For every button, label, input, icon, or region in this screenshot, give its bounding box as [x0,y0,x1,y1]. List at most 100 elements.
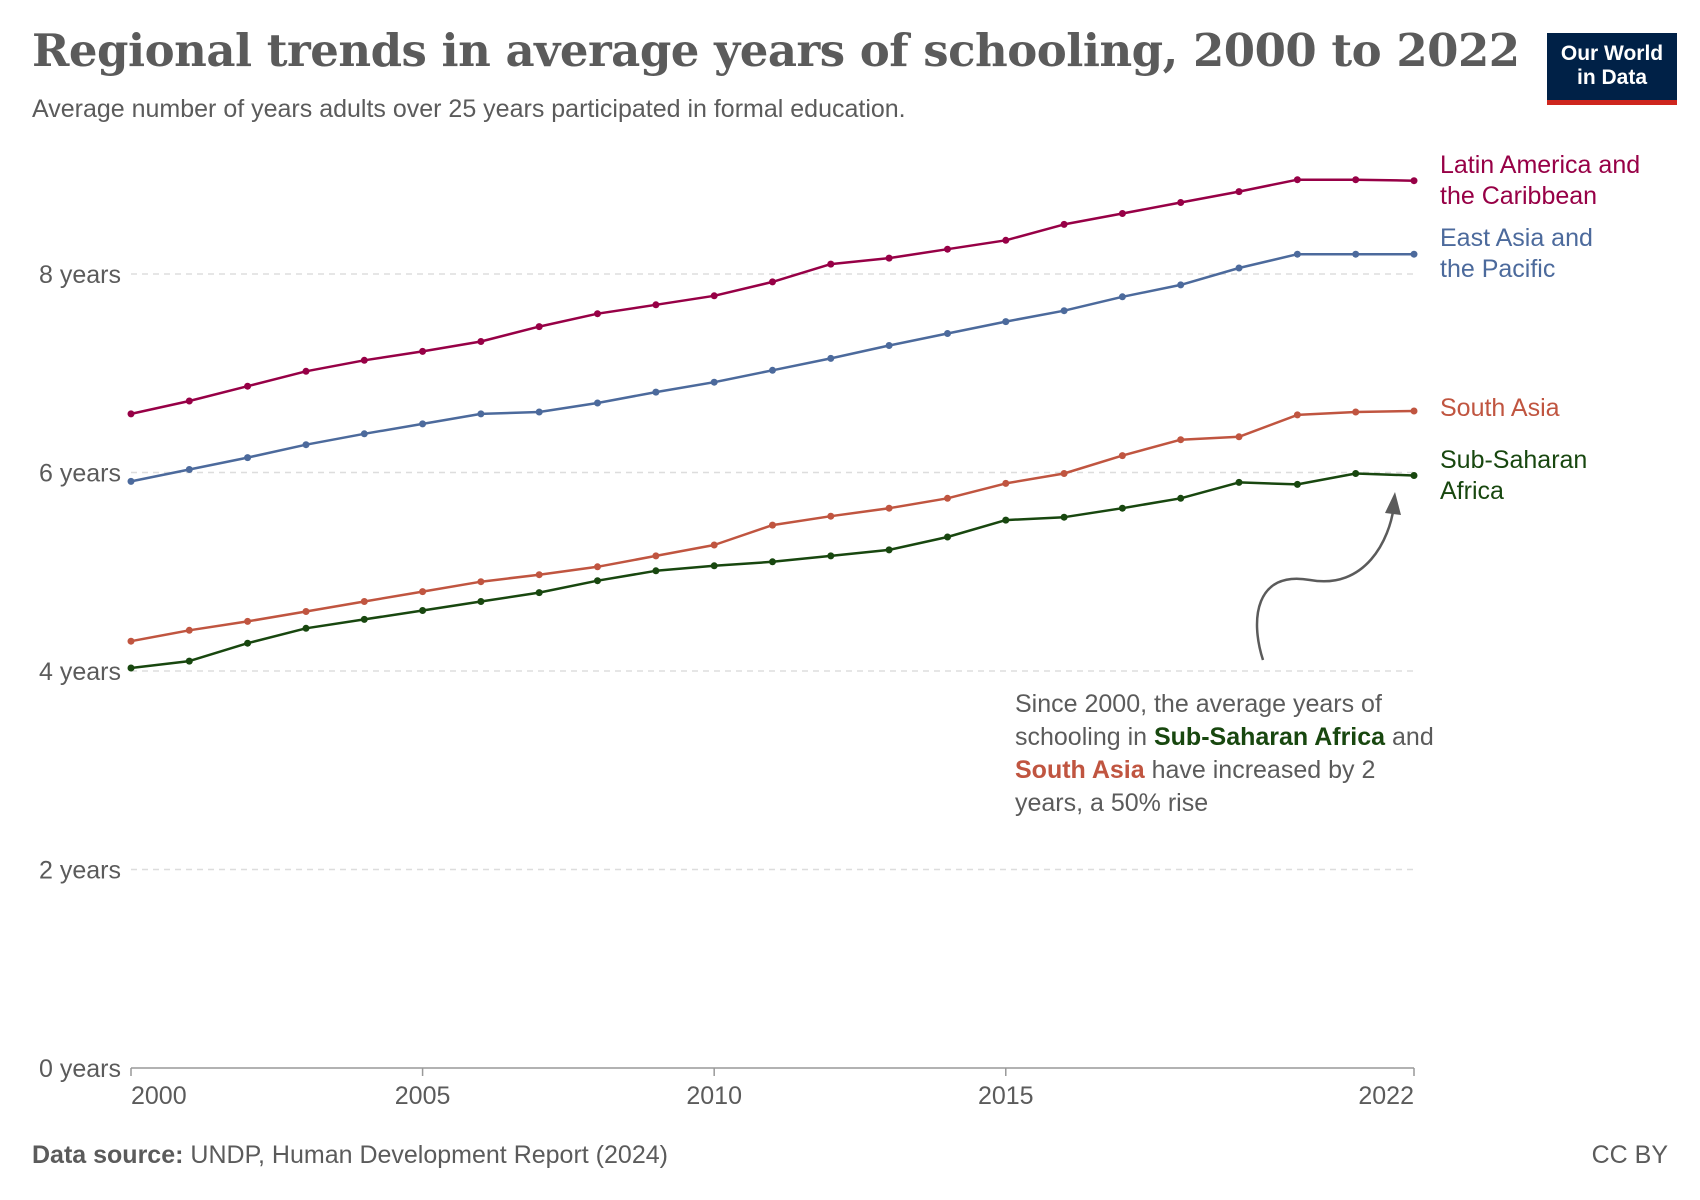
logo-line-2: in Data [1576,66,1647,89]
data-point-east-asia-and-the-pacific [535,408,543,416]
our-world-in-data-logo[interactable]: Our World in Data [1547,33,1677,105]
series-label-sub-saharan-africa[interactable]: Sub-Saharan Africa [1440,445,1690,507]
data-point-east-asia-and-the-pacific [244,454,252,462]
data-point-south-asia [1060,470,1068,477]
annotation-arrow-path [1255,504,1396,661]
data-point-latin-america-and-the-caribbean [1177,199,1185,206]
data-point-south-asia [1118,452,1126,460]
data-point-latin-america-and-the-caribbean [1060,220,1068,228]
series-label-east-asia-and-the-pacific[interactable]: East Asia and the Pacific [1440,223,1690,285]
data-point-east-asia-and-the-pacific [944,330,951,337]
data-point-latin-america-and-the-caribbean [710,292,718,300]
data-point-sub-saharan-africa [244,639,252,647]
x-tick-label: 2015 [978,1082,1034,1110]
data-point-south-asia [1177,436,1185,444]
series-line-sub-saharan-africa [130,472,1415,670]
license[interactable]: CC BY [1591,1141,1668,1169]
data-point-latin-america-and-the-caribbean [1352,176,1360,184]
series-label-line: South Asia [1440,394,1560,422]
data-point-south-asia [477,578,485,586]
data-point-latin-america-and-the-caribbean [827,260,835,268]
data-point-east-asia-and-the-pacific [1002,318,1010,326]
data-point-sub-saharan-africa [419,607,427,614]
data-point-south-asia [244,617,252,625]
series-line-latin-america-and-the-caribbean [130,178,1415,416]
data-source-text[interactable]: UNDP, Human Development Report (2024) [190,1141,668,1169]
data-point-south-asia [185,626,193,634]
data-point-sub-saharan-africa [360,615,368,623]
data-point-sub-saharan-africa [302,624,310,632]
data-point-sub-saharan-africa [1002,516,1010,524]
data-point-east-asia-and-the-pacific [710,378,718,386]
data-point-east-asia-and-the-pacific [1410,250,1418,258]
series-label-latin-america-and-the-caribbean[interactable]: Latin America and the Caribbean [1440,150,1690,212]
series-lines [127,176,1418,672]
data-point-sub-saharan-africa [827,552,835,560]
data-point-east-asia-and-the-pacific [885,342,893,349]
data-point-east-asia-and-the-pacific [185,466,193,473]
data-point-latin-america-and-the-caribbean [1410,177,1418,185]
data-point-east-asia-and-the-pacific [769,366,776,374]
data-point-south-asia [360,598,368,605]
data-point-south-asia [1293,411,1301,419]
series-label-line: East Asia and [1440,224,1593,252]
data-point-latin-america-and-the-caribbean [535,323,543,331]
data-point-south-asia [1352,408,1360,416]
data-point-sub-saharan-africa [769,558,776,566]
data-point-latin-america-and-the-caribbean [1002,236,1010,244]
data-point-east-asia-and-the-pacific [1060,307,1068,315]
annotation-text-2: and [1385,723,1434,751]
x-tick-label: 2000 [131,1082,187,1110]
data-point-south-asia [1002,479,1010,487]
data-point-latin-america-and-the-caribbean [1118,210,1126,217]
data-point-latin-america-and-the-caribbean [419,347,427,355]
data-point-latin-america-and-the-caribbean [769,278,776,286]
data-point-east-asia-and-the-pacific [419,420,427,428]
data-point-sub-saharan-africa [1235,478,1243,486]
data-point-east-asia-and-the-pacific [1177,281,1185,289]
data-point-sub-saharan-africa [1118,504,1126,512]
data-point-sub-saharan-africa [535,589,543,597]
x-tick-label: 2022 [1358,1082,1414,1110]
data-point-sub-saharan-africa [594,577,601,585]
data-point-east-asia-and-the-pacific [360,430,368,438]
data-point-east-asia-and-the-pacific [827,354,835,362]
data-point-east-asia-and-the-pacific [1352,250,1360,258]
data-point-sub-saharan-africa [710,562,718,570]
data-point-latin-america-and-the-caribbean [127,410,135,418]
data-point-latin-america-and-the-caribbean [477,338,485,345]
data-point-south-asia [127,637,135,645]
annotation-highlight-sub-saharan: Sub-Saharan Africa [1153,723,1386,751]
data-point-latin-america-and-the-caribbean [885,254,893,262]
series-label-line: Sub-Saharan [1440,446,1588,474]
y-tick-label: 0 years [39,1055,121,1083]
data-point-latin-america-and-the-caribbean [652,301,660,309]
data-point-latin-america-and-the-caribbean [302,367,310,375]
series-label-line: the Pacific [1440,255,1556,283]
data-point-east-asia-and-the-pacific [1293,250,1301,258]
data-point-east-asia-and-the-pacific [127,477,135,485]
data-point-latin-america-and-the-caribbean [594,310,601,318]
data-point-east-asia-and-the-pacific [652,388,660,396]
data-source-label: Data source: [32,1141,184,1169]
data-point-sub-saharan-africa [885,546,893,554]
grid-lines [131,273,1414,871]
data-point-sub-saharan-africa [1352,470,1360,477]
data-point-latin-america-and-the-caribbean [944,245,951,253]
series-label-line: the Caribbean [1440,182,1598,210]
data-point-latin-america-and-the-caribbean [185,397,193,405]
data-point-south-asia [885,504,893,512]
data-point-south-asia [827,512,835,520]
chart-title: Regional trends in average years of scho… [32,24,1520,77]
data-point-latin-america-and-the-caribbean [360,356,368,364]
x-tick-label: 2010 [686,1082,742,1110]
data-point-south-asia [302,608,310,615]
data-point-south-asia [535,571,543,579]
data-point-sub-saharan-africa [652,567,660,575]
data-point-sub-saharan-africa [1410,472,1418,479]
data-source: Data source: UNDP, Human Development Rep… [32,1141,668,1170]
annotation-arrowhead [1385,492,1401,515]
data-point-sub-saharan-africa [1293,480,1301,488]
series-label-south-asia[interactable]: South Asia [1440,393,1690,424]
